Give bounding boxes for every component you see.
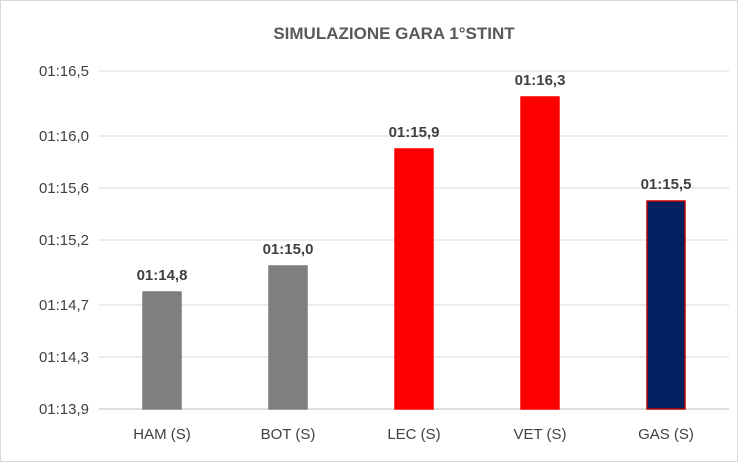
x-tick-label: VET (S) — [513, 426, 566, 443]
bar — [520, 96, 560, 410]
x-axis-ticks: HAM (S) BOT (S) LEC (S) VET (S) GAS (S) — [133, 426, 694, 443]
y-tick-label: 01:14,3 — [39, 349, 89, 366]
data-label: 01:15,9 — [389, 124, 440, 141]
data-label: 01:15,5 — [641, 176, 692, 193]
data-label: 01:15,0 — [263, 241, 314, 258]
x-tick-label: HAM (S) — [133, 426, 191, 443]
bars — [142, 96, 686, 410]
data-label: 01:14,8 — [137, 267, 188, 284]
bar — [394, 148, 434, 410]
bar — [646, 200, 686, 410]
y-tick-label: 01:14,7 — [39, 297, 89, 314]
x-tick-label: LEC (S) — [387, 426, 440, 443]
data-labels: 01:14,8 01:15,0 01:15,9 01:16,3 01:15,5 — [137, 72, 692, 284]
y-tick-label: 01:15,6 — [39, 180, 89, 197]
x-tick-label: GAS (S) — [638, 426, 694, 443]
y-tick-label: 01:16,5 — [39, 63, 89, 80]
y-axis-ticks: 01:13,9 01:14,3 01:14,7 01:15,2 01:15,6 01:16… — [39, 63, 89, 418]
bar — [268, 265, 308, 410]
bar — [142, 291, 182, 410]
y-tick-label: 01:15,2 — [39, 232, 89, 249]
chart-title: SIMULAZIONE GARA 1°STINT — [273, 24, 515, 43]
data-label: 01:16,3 — [515, 72, 566, 89]
x-tick-label: BOT (S) — [261, 426, 316, 443]
y-tick-label: 01:13,9 — [39, 401, 89, 418]
y-tick-label: 01:16,0 — [39, 128, 89, 145]
